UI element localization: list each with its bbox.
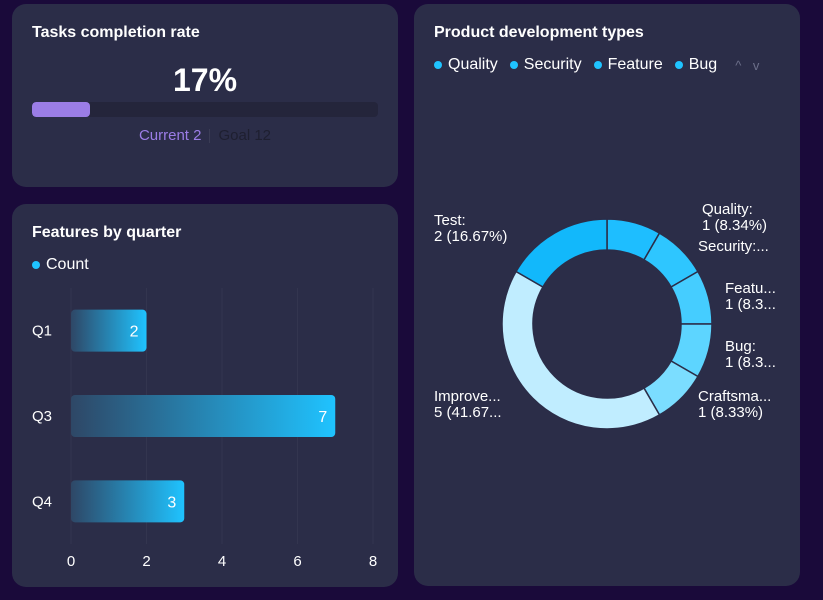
legend-label: Quality	[448, 56, 498, 73]
slice-label-name: Security:...	[698, 238, 769, 255]
legend-page-arrows-icon[interactable]: ^ v	[735, 57, 764, 73]
legend-label: Security	[523, 56, 582, 73]
completion-progress-bar	[32, 102, 378, 117]
features-legend[interactable]: Count	[32, 256, 101, 274]
completion-rate-value: 17%	[172, 62, 238, 98]
x-tick-label: 2	[142, 553, 150, 570]
bar	[71, 395, 336, 437]
tasks-completion-card: Tasks completion rate 17% Current 2 Goal …	[12, 4, 398, 187]
legend-label: Bug	[688, 56, 718, 73]
label-separator	[209, 129, 211, 144]
legend-dot-icon	[434, 61, 442, 69]
bar	[71, 309, 147, 352]
slice-label-value: 1 (8.3...	[725, 296, 776, 313]
legend-item-count[interactable]: Count	[32, 256, 89, 274]
slice-label-value: 1 (8.3...	[725, 354, 776, 371]
types-legend[interactable]: Quality Security Feature Bug ^ v	[434, 56, 763, 74]
slice-label-name: Test:	[434, 212, 466, 229]
bar	[71, 480, 185, 523]
slice-label-name: Craftsma...	[698, 388, 771, 405]
bar-data-label: 2	[130, 324, 139, 341]
completion-progress-fill	[32, 102, 90, 117]
legend-item-bug[interactable]: Bug	[674, 56, 718, 74]
legend-label-count: Count	[46, 256, 89, 273]
types-chart-title: Product development types	[434, 24, 644, 41]
slice-label-value: 1 (8.33%)	[698, 404, 763, 421]
slice-label-value: 2 (16.67%)	[434, 228, 507, 245]
y-category-label: Q4	[32, 493, 52, 510]
features-chart-title: Features by quarter	[32, 224, 182, 241]
y-category-label: Q1	[32, 323, 52, 340]
legend-dot-icon	[509, 61, 518, 69]
y-category-label: Q3	[32, 408, 52, 425]
donut-slice	[515, 218, 608, 289]
legend-label: Feature	[607, 56, 663, 73]
legend-dot-icon	[674, 61, 683, 69]
features-by-quarter-card: Features by quarter Count 0 2 4 6 8 Q1 2 Q3 7 Q4 3	[12, 204, 398, 587]
slice-label-name: Bug:	[725, 338, 756, 355]
tasks-completion-title: Tasks completion rate	[32, 24, 200, 41]
slice-label-name: Improve...	[434, 388, 501, 405]
types-donut-chart: Quality:1 (8.34%)Security:...Featu...1 (…	[434, 201, 776, 430]
slice-label-name: Quality:	[702, 201, 753, 218]
slice-label-value: 5 (41.67...	[434, 404, 502, 421]
product-development-types-card: Product development types Quality Securi…	[414, 4, 800, 586]
x-tick-label: 6	[293, 553, 301, 570]
progress-labels: Current 2 Goal 12	[12, 127, 398, 144]
legend-dot-icon	[32, 261, 40, 269]
current-label: Current 2	[138, 127, 202, 144]
x-tick-label: 8	[369, 553, 377, 570]
slice-label-name: Featu...	[725, 280, 776, 297]
x-tick-label: 0	[67, 553, 75, 570]
bar-data-label: 7	[318, 409, 327, 426]
legend-item-feature[interactable]: Feature	[593, 56, 663, 74]
donut-slice	[501, 270, 661, 430]
slice-label-value: 1 (8.34%)	[702, 217, 767, 234]
legend-item-security[interactable]: Security	[509, 56, 582, 74]
legend-dot-icon	[593, 61, 602, 69]
x-tick-label: 4	[218, 553, 226, 570]
goal-label: Goal 12	[218, 127, 272, 144]
legend-item-quality[interactable]: Quality	[434, 56, 498, 74]
bar-data-label: 3	[167, 494, 176, 511]
features-bar-chart: 0 2 4 6 8 Q1 2 Q3 7 Q4 3	[32, 288, 377, 570]
